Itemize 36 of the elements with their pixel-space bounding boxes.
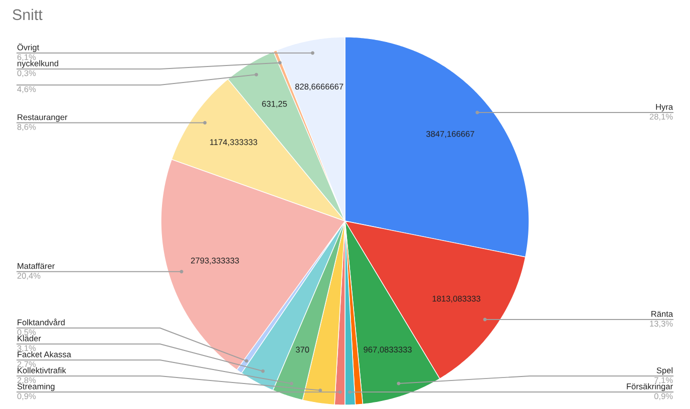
slice-label: Facket Akassa (18, 351, 72, 358)
text: 7,1% (654, 377, 673, 384)
data-label: 631,25 (262, 100, 287, 108)
text: 3,1% (17, 345, 36, 352)
data-label: 1813,083333 (432, 296, 480, 303)
data-label: 967,0833333 (364, 346, 412, 354)
slice-label: Restauranger (18, 114, 68, 122)
text: 13,3% (650, 320, 673, 328)
text: 0,9% (654, 393, 673, 400)
text: 4,6% (17, 86, 36, 94)
data-label: 3847,166667 (426, 130, 474, 138)
slice-label: Försäkringar (626, 383, 673, 391)
data-label: 2793,333333 (191, 258, 239, 264)
data-label: 370 (296, 346, 310, 353)
slice-label: Folktandvård (18, 318, 65, 326)
slice-label: Kläder (18, 335, 41, 342)
chart-title: Snitt (12, 8, 42, 20)
slice-label: Mataffärer (18, 262, 55, 269)
slice-label: Kollektivtrafik (18, 367, 66, 374)
text: 2,7% (17, 361, 36, 368)
text: 2,8% (17, 377, 36, 384)
text: 0,9% (17, 393, 36, 400)
slice-label: Ränta (651, 311, 673, 317)
text: 8,6% (17, 124, 36, 131)
slice-label: Streaming (17, 383, 54, 391)
slice-label: Hyra (656, 104, 673, 112)
text: 6,1% (17, 54, 36, 62)
text: 20,4% (17, 272, 40, 280)
slice-label: nyckelkund (18, 60, 58, 68)
data-label: 1174,333333 (210, 139, 258, 146)
text: 28,1% (650, 114, 673, 121)
text: 0,3% (17, 70, 36, 78)
slice-label: Spel (656, 367, 672, 375)
text: 0,5% (17, 329, 36, 336)
slice-label: Övrigt (17, 43, 40, 52)
data-label: 828,6666667 (295, 84, 344, 91)
